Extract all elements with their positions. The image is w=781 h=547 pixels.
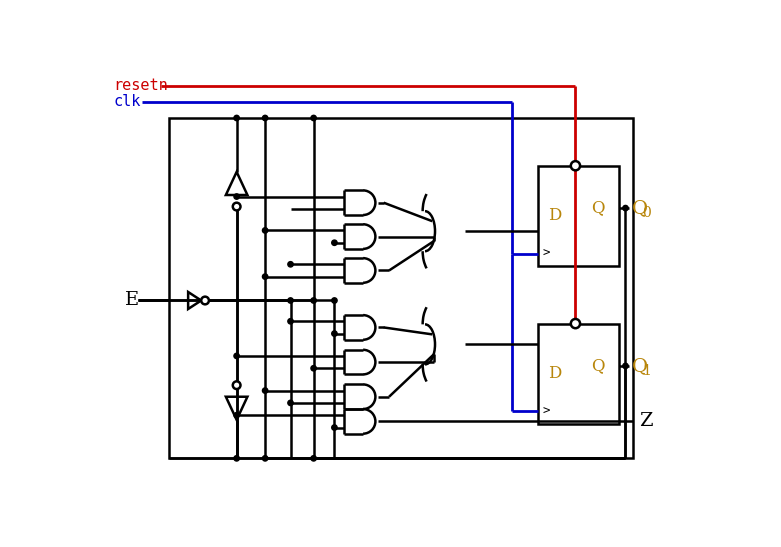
Circle shape [234, 353, 239, 359]
Circle shape [201, 296, 209, 304]
Circle shape [311, 115, 316, 121]
Circle shape [311, 298, 316, 303]
Text: E: E [125, 292, 139, 310]
Text: 1: 1 [643, 364, 651, 379]
Circle shape [571, 319, 580, 328]
Circle shape [262, 456, 268, 461]
Text: Q: Q [591, 357, 604, 375]
Text: 0: 0 [643, 206, 651, 220]
Text: Q: Q [632, 199, 647, 217]
Circle shape [233, 203, 241, 211]
Circle shape [234, 456, 239, 461]
Text: >: > [542, 247, 550, 260]
Bar [538, 166, 619, 266]
Text: clk: clk [113, 94, 141, 109]
Circle shape [311, 365, 316, 371]
Circle shape [234, 194, 239, 199]
Circle shape [332, 331, 337, 336]
Circle shape [332, 425, 337, 430]
Circle shape [288, 261, 293, 267]
Bar [538, 324, 619, 424]
Text: resetn: resetn [113, 78, 168, 93]
Text: >: > [542, 405, 550, 418]
Circle shape [288, 318, 293, 324]
Circle shape [332, 298, 337, 303]
Circle shape [311, 456, 316, 461]
Circle shape [571, 161, 580, 170]
Circle shape [233, 381, 241, 389]
Bar [169, 118, 633, 458]
Circle shape [288, 298, 293, 303]
Text: Z: Z [640, 412, 653, 430]
Circle shape [288, 400, 293, 405]
Circle shape [622, 363, 628, 369]
Circle shape [262, 228, 268, 233]
Circle shape [622, 205, 628, 211]
Circle shape [234, 115, 239, 121]
Circle shape [234, 412, 239, 418]
Circle shape [262, 388, 268, 393]
Circle shape [332, 240, 337, 246]
Text: D: D [547, 365, 561, 382]
Circle shape [262, 274, 268, 280]
Circle shape [262, 115, 268, 121]
Text: D: D [547, 207, 561, 224]
Text: Q: Q [591, 200, 604, 217]
Text: Q: Q [632, 357, 647, 375]
